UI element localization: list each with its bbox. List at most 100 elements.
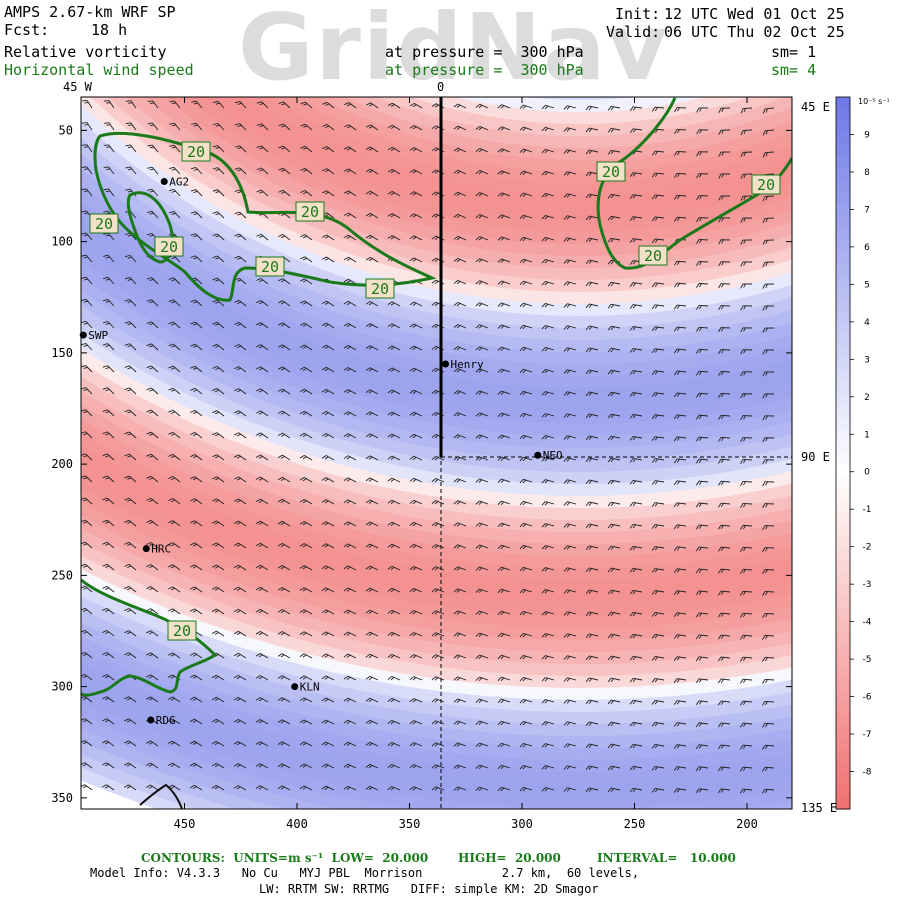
wind-barb	[475, 368, 489, 373]
wind-barb	[343, 499, 357, 505]
x-tick-label: 450	[174, 817, 196, 831]
wind-barb	[212, 476, 225, 483]
wind-barb	[695, 480, 709, 486]
wind-barb	[673, 502, 687, 508]
wind-barb	[497, 610, 511, 616]
wind-barb	[255, 675, 269, 681]
wind-barb	[343, 609, 357, 615]
vorticity-band	[72, 0, 900, 88]
wind-barb	[718, 392, 731, 398]
wind-barb	[541, 787, 555, 792]
wind-barb	[541, 170, 555, 176]
wind-barb	[343, 631, 357, 637]
wind-barb	[519, 456, 533, 462]
wind-barb	[212, 343, 225, 351]
field-primary: Relative vorticity	[4, 43, 167, 61]
wind-barb	[233, 586, 247, 593]
wind-barb	[387, 389, 401, 395]
wind-barb	[277, 410, 291, 417]
wind-barb	[147, 100, 159, 109]
wind-barb	[102, 696, 115, 703]
wind-barb	[365, 323, 379, 329]
wind-barb	[343, 565, 357, 571]
wind-barb	[762, 349, 775, 355]
svg-text:20: 20	[95, 215, 113, 233]
wind-barb	[740, 217, 753, 223]
wind-barb	[277, 587, 291, 593]
wind-barb	[211, 762, 225, 769]
contours-legend-high: HIGH= 20.000	[458, 851, 561, 865]
wind-barb	[740, 107, 753, 114]
wind-barb	[409, 676, 423, 681]
station-kln: KLN	[291, 681, 320, 694]
wind-barb	[651, 568, 665, 573]
wind-barb	[256, 167, 269, 175]
wind-barb	[189, 784, 203, 791]
wind-barb	[146, 564, 159, 571]
wind-barb	[168, 586, 181, 593]
wind-barb	[629, 545, 643, 551]
wind-barb	[365, 763, 379, 769]
wind-barb	[762, 217, 775, 224]
wind-barb	[673, 678, 687, 683]
wind-barb	[343, 300, 357, 307]
wind-barb	[365, 234, 379, 241]
wind-barb	[607, 677, 621, 683]
wind-barb	[255, 586, 269, 593]
wind-barb	[629, 194, 643, 199]
wind-barb	[387, 367, 401, 373]
wind-barb	[102, 718, 115, 725]
wind-barb	[321, 631, 335, 637]
wind-barb	[718, 195, 731, 201]
wind-barb	[278, 189, 291, 197]
wind-barb	[673, 766, 687, 771]
wind-barb	[234, 366, 247, 373]
wind-barb	[740, 612, 753, 618]
wind-barb	[234, 410, 247, 417]
wind-barb	[585, 435, 599, 441]
wind-barb	[762, 766, 775, 772]
wind-barb	[695, 436, 709, 442]
wind-barb	[365, 212, 379, 219]
wind-barb	[299, 366, 313, 373]
wind-barb	[278, 234, 291, 241]
svg-text:20: 20	[173, 622, 191, 640]
wind-barb	[233, 630, 247, 637]
wind-barb	[453, 434, 467, 439]
wind-barb	[717, 678, 731, 684]
wind-barb	[233, 674, 247, 681]
wind-barb	[387, 411, 401, 417]
station-rdg: RDG	[147, 714, 176, 727]
colorbar-segment	[836, 369, 850, 383]
wind-barb	[607, 743, 621, 749]
wind-barb	[673, 612, 687, 618]
wind-barb	[696, 282, 709, 288]
wind-barb	[256, 366, 269, 373]
wind-barb	[541, 677, 555, 682]
wind-barb	[717, 722, 731, 728]
wind-barb	[651, 194, 665, 200]
wind-barb	[168, 498, 181, 505]
colorbar-tick-label: -6	[863, 693, 872, 703]
wind-barb	[343, 675, 357, 681]
wind-barb	[255, 653, 269, 659]
wind-barb	[321, 455, 335, 461]
colorbar-segment	[836, 263, 850, 276]
wind-barb	[168, 564, 181, 571]
wind-barb	[409, 147, 423, 153]
wind-barb	[256, 322, 269, 329]
wind-barb	[519, 126, 533, 131]
wind-barb	[431, 566, 445, 571]
wind-barb	[541, 567, 555, 572]
wind-barb	[212, 255, 225, 263]
wind-barb	[717, 612, 731, 618]
wind-barb	[651, 348, 665, 354]
wind-barb	[674, 150, 687, 156]
wind-barb	[409, 257, 423, 263]
wind-barb	[211, 520, 225, 527]
contour-label: 20	[751, 174, 781, 195]
wind-barb	[189, 674, 203, 681]
colorbar-segment	[836, 97, 850, 110]
wind-barb	[102, 784, 115, 791]
wind-barb	[299, 653, 313, 659]
